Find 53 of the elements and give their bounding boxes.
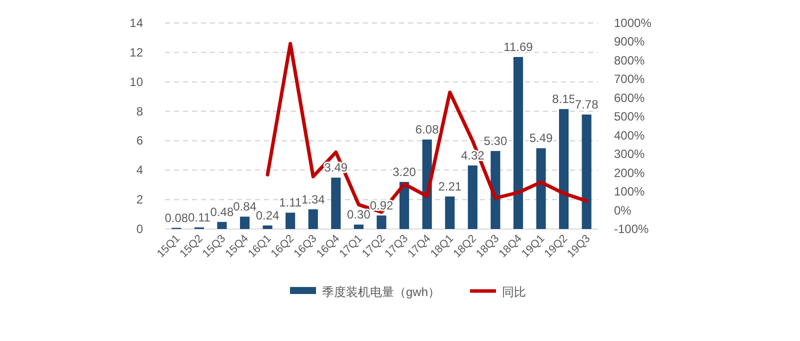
bar <box>376 215 386 229</box>
data-label: 5.30 <box>484 134 508 148</box>
y-tick-label: 4 <box>136 163 144 178</box>
data-label: 11.69 <box>504 40 534 54</box>
data-label: 2.21 <box>438 179 462 194</box>
bar <box>286 212 296 229</box>
y-tick-label: 14 <box>130 16 144 30</box>
y-tick-label: 2 <box>136 192 144 207</box>
y2-tick-label: 600% <box>614 90 646 105</box>
y2-tick-label: 100% <box>614 184 646 199</box>
data-label: 7.78 <box>574 98 599 112</box>
y-tick-label: 10 <box>130 74 144 89</box>
data-label: 8.15 <box>552 92 576 106</box>
legend-label: 同比 <box>502 285 526 299</box>
y2-tick-label: 700% <box>614 72 646 86</box>
data-label: 0.84 <box>233 200 257 214</box>
bar <box>354 224 364 229</box>
bar <box>445 196 455 229</box>
y-tick-label: 8 <box>136 104 144 118</box>
y2-tick-label: 800% <box>614 53 646 68</box>
bar <box>331 178 341 229</box>
bar <box>536 148 546 229</box>
data-label: 0.11 <box>188 210 211 224</box>
data-label: 0.48 <box>210 204 234 219</box>
data-label: 0.30 <box>347 208 371 222</box>
y2-tick-label: 0% <box>614 203 632 218</box>
legend-label: 季度装机电量（gwh） <box>322 285 440 299</box>
bar <box>468 165 478 229</box>
y2-tick-label: 1000% <box>614 16 652 30</box>
data-label: 6.08 <box>415 122 440 137</box>
data-label: 1.11 <box>279 196 302 210</box>
bar <box>582 114 592 229</box>
bar <box>240 216 250 229</box>
y2-tick-label: 900% <box>614 34 646 49</box>
bar <box>513 56 524 229</box>
data-label: 3.20 <box>392 164 416 179</box>
y-tick-label: 12 <box>130 45 144 60</box>
bar <box>490 151 500 229</box>
y-tick-label: 6 <box>136 134 144 148</box>
data-label: 0.24 <box>256 208 280 222</box>
y2-tick-label: -100% <box>614 222 650 236</box>
y2-tick-label: 200% <box>614 166 646 180</box>
bar <box>308 209 318 229</box>
y2-tick-label: 400% <box>614 128 646 142</box>
bar <box>559 109 569 229</box>
data-label: 0.08 <box>164 210 188 225</box>
y2-tick-label: 300% <box>614 147 646 162</box>
bar <box>262 225 272 229</box>
data-label: 1.34 <box>301 192 326 206</box>
y-tick-label: 0 <box>136 222 144 236</box>
y2-tick-label: 500% <box>614 110 646 124</box>
data-label: 5.49 <box>529 131 554 146</box>
bar <box>217 222 227 229</box>
